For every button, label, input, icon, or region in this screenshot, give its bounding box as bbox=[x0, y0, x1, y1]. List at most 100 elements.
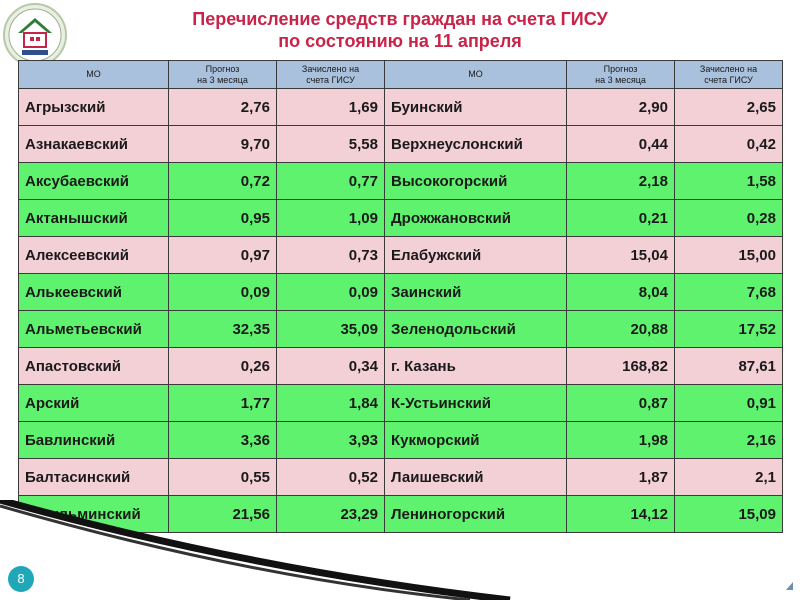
forecast-cell: 0,95 bbox=[168, 199, 277, 237]
table-row: Апастовский 0,26 0,34 г. Казань 168,82 87,61 bbox=[18, 347, 783, 385]
mo-name-cell: Аксубаевский bbox=[18, 162, 169, 200]
table-row: Арский 1,77 1,84 К-Устьинский 0,87 0,91 bbox=[18, 384, 783, 422]
credited-cell: 0,52 bbox=[276, 458, 385, 496]
credited-cell: 0,34 bbox=[276, 347, 385, 385]
forecast-cell: 8,04 bbox=[566, 273, 675, 311]
table-row: Балтасинский 0,55 0,52 Лаишевский 1,87 2,1 bbox=[18, 458, 783, 496]
decorative-sweep bbox=[0, 500, 511, 600]
mo-name-cell: г. Казань bbox=[384, 347, 567, 385]
table-row: Аксубаевский 0,72 0,77 Высокогорский 2,18 1,5… bbox=[18, 162, 783, 200]
mo-name-cell: Агрызский bbox=[18, 88, 169, 126]
forecast-cell: 1,77 bbox=[168, 384, 277, 422]
header-text: Зачислено на bbox=[699, 63, 758, 74]
table-header-row: МО Прогноз на 3 месяца Зачислено на счета … bbox=[18, 60, 783, 89]
mo-name-cell: Зеленодольский bbox=[384, 310, 567, 348]
credited-cell: 3,93 bbox=[276, 421, 385, 459]
credited-cell: 17,52 bbox=[674, 310, 783, 348]
forecast-cell: 1,87 bbox=[566, 458, 675, 496]
credited-cell: 7,68 bbox=[674, 273, 783, 311]
mo-name-cell: Заинский bbox=[384, 273, 567, 311]
table-row: Агрызский 2,76 1,69 Буинский 2,90 2,65 bbox=[18, 88, 783, 126]
forecast-cell: 21,56 bbox=[168, 495, 277, 533]
credited-cell: 15,09 bbox=[674, 495, 783, 533]
title-line-2: по состоянию на 11 апреля bbox=[278, 31, 522, 51]
credited-cell: 0,73 bbox=[276, 236, 385, 274]
forecast-cell: 2,18 bbox=[566, 162, 675, 200]
forecast-cell: 20,88 bbox=[566, 310, 675, 348]
header-text: на 3 месяца bbox=[595, 74, 646, 85]
table-row: Актанышский 0,95 1,09 Дрожжановский 0,21 0,28 bbox=[18, 199, 783, 237]
forecast-cell: 2,76 bbox=[168, 88, 277, 126]
forecast-cell: 2,90 bbox=[566, 88, 675, 126]
mo-name-cell: К-Устьинский bbox=[384, 384, 567, 422]
credited-cell: 0,28 bbox=[674, 199, 783, 237]
table-row: Бугульминский 21,56 23,29 Лениногорский 14,1… bbox=[18, 495, 783, 533]
page-number-badge: 8 bbox=[8, 566, 34, 592]
forecast-cell: 3,36 bbox=[168, 421, 277, 459]
forecast-cell: 0,87 bbox=[566, 384, 675, 422]
table-body: Агрызский 2,76 1,69 Буинский 2,90 2,65 Азнакае… bbox=[18, 88, 783, 533]
credited-cell: 0,77 bbox=[276, 162, 385, 200]
forecast-cell: 1,98 bbox=[566, 421, 675, 459]
forecast-cell: 0,97 bbox=[168, 236, 277, 274]
credited-cell: 1,58 bbox=[674, 162, 783, 200]
mo-name-cell: Лаишевский bbox=[384, 458, 567, 496]
mo-name-cell: Высокогорский bbox=[384, 162, 567, 200]
credited-cell: 2,65 bbox=[674, 88, 783, 126]
credited-cell: 15,00 bbox=[674, 236, 783, 274]
funds-table: МО Прогноз на 3 месяца Зачислено на счета … bbox=[18, 60, 783, 533]
mo-name-cell: Азнакаевский bbox=[18, 125, 169, 163]
mo-name-cell: Актанышский bbox=[18, 199, 169, 237]
header-text: Прогноз bbox=[205, 63, 240, 74]
credited-cell: 0,09 bbox=[276, 273, 385, 311]
mo-name-cell: Апастовский bbox=[18, 347, 169, 385]
forecast-cell: 0,26 bbox=[168, 347, 277, 385]
forecast-cell: 14,12 bbox=[566, 495, 675, 533]
header-text: на 3 месяца bbox=[197, 74, 248, 85]
header-mo-left: МО bbox=[18, 60, 169, 89]
forecast-cell: 0,55 bbox=[168, 458, 277, 496]
mo-name-cell: Елабужский bbox=[384, 236, 567, 274]
forecast-cell: 9,70 bbox=[168, 125, 277, 163]
credited-cell: 2,1 bbox=[674, 458, 783, 496]
header-text: счета ГИСУ bbox=[704, 74, 753, 85]
credited-cell: 2,16 bbox=[674, 421, 783, 459]
header-credited-right: Зачислено на счета ГИСУ bbox=[674, 60, 783, 89]
mo-name-cell: Верхнеуслонский bbox=[384, 125, 567, 163]
table-row: Алькеевский 0,09 0,09 Заинский 8,04 7,68 bbox=[18, 273, 783, 311]
forecast-cell: 0,21 bbox=[566, 199, 675, 237]
title-line-1: Перечисление средств граждан на счета ГИ… bbox=[192, 9, 608, 29]
table-row: Азнакаевский 9,70 5,58 Верхнеуслонский 0,44 0… bbox=[18, 125, 783, 163]
credited-cell: 87,61 bbox=[674, 347, 783, 385]
forecast-cell: 0,09 bbox=[168, 273, 277, 311]
mo-name-cell: Альметьевский bbox=[18, 310, 169, 348]
credited-cell: 23,29 bbox=[276, 495, 385, 533]
credited-cell: 35,09 bbox=[276, 310, 385, 348]
header-forecast-left: Прогноз на 3 месяца bbox=[168, 60, 277, 89]
header-text: Зачислено на bbox=[301, 63, 360, 74]
table-row: Алексеевский 0,97 0,73 Елабужский 15,04 15,00 bbox=[18, 236, 783, 274]
table-row: Альметьевский 32,35 35,09 Зеленодольский 20,… bbox=[18, 310, 783, 348]
forecast-cell: 15,04 bbox=[566, 236, 675, 274]
mo-name-cell: Дрожжановский bbox=[384, 199, 567, 237]
credited-cell: 1,69 bbox=[276, 88, 385, 126]
mo-name-cell: Бавлинский bbox=[18, 421, 169, 459]
house-logo-icon bbox=[3, 3, 67, 67]
header-credited-left: Зачислено на счета ГИСУ bbox=[276, 60, 385, 89]
header-mo-right: МО bbox=[384, 60, 567, 89]
table-row: Бавлинский 3,36 3,93 Кукморский 1,98 2,16 bbox=[18, 421, 783, 459]
credited-cell: 1,84 bbox=[276, 384, 385, 422]
credited-cell: 5,58 bbox=[276, 125, 385, 163]
corner-arrow-icon bbox=[786, 582, 793, 590]
header-text: Прогноз bbox=[603, 63, 638, 74]
credited-cell: 1,09 bbox=[276, 199, 385, 237]
mo-name-cell: Алькеевский bbox=[18, 273, 169, 311]
mo-name-cell: Буинский bbox=[384, 88, 567, 126]
forecast-cell: 0,72 bbox=[168, 162, 277, 200]
mo-name-cell: Кукморский bbox=[384, 421, 567, 459]
mo-name-cell: Арский bbox=[18, 384, 169, 422]
credited-cell: 0,91 bbox=[674, 384, 783, 422]
header-forecast-right: Прогноз на 3 месяца bbox=[566, 60, 675, 89]
forecast-cell: 0,44 bbox=[566, 125, 675, 163]
